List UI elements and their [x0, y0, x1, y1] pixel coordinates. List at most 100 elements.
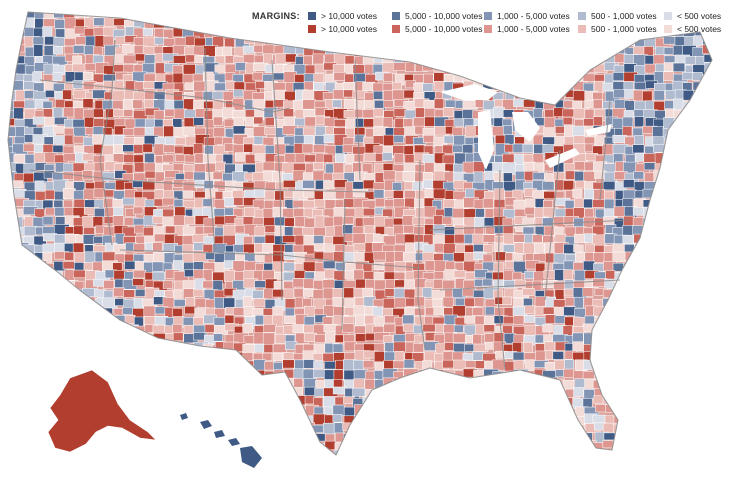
county: [62, 298, 75, 307]
county: [312, 162, 324, 170]
county: [594, 323, 606, 335]
county: [513, 46, 528, 55]
county: [684, 235, 700, 245]
county: [472, 395, 483, 405]
county: [715, 452, 724, 463]
county: [214, 397, 230, 409]
county: [8, 90, 16, 102]
county: [704, 190, 712, 202]
legend-label: 1,000 - 5,000 votes: [497, 24, 570, 34]
county: [292, 432, 306, 444]
county: [682, 161, 698, 173]
county: [713, 144, 726, 153]
county: [673, 109, 687, 121]
county: [672, 62, 686, 72]
county: [713, 63, 722, 75]
county: [644, 269, 660, 278]
county: [584, 108, 595, 120]
county: [714, 443, 726, 453]
county: [53, 125, 65, 134]
county: [514, 378, 528, 392]
county: [554, 404, 569, 416]
county: [224, 351, 236, 361]
county: [702, 172, 712, 183]
county: [664, 341, 676, 353]
county: [112, 440, 123, 454]
county: [223, 414, 236, 427]
county: [102, 360, 113, 372]
county: [174, 206, 186, 217]
county: [102, 307, 113, 318]
county: [694, 107, 707, 118]
county: [612, 251, 626, 262]
county: [694, 189, 707, 201]
county: [604, 359, 619, 371]
county: [715, 342, 726, 353]
county: [714, 182, 725, 190]
county: [392, 190, 404, 199]
county: [652, 216, 663, 226]
county: [664, 182, 680, 194]
county: [122, 368, 134, 378]
county: [432, 404, 448, 416]
county: [715, 207, 725, 219]
county: [233, 197, 244, 206]
county: [102, 433, 114, 442]
county: [714, 127, 724, 135]
county: [513, 388, 526, 400]
county: [202, 280, 215, 289]
county: [32, 323, 46, 332]
county: [342, 82, 355, 91]
county: [675, 127, 689, 137]
county: [204, 404, 220, 418]
county: [693, 325, 704, 337]
county: [102, 251, 116, 262]
county: [442, 389, 453, 399]
county: [333, 251, 344, 262]
county: [663, 324, 678, 334]
county: [232, 125, 246, 135]
county: [35, 278, 46, 290]
legend-label: < 500 votes: [677, 11, 722, 21]
state-boundaries: [7, 11, 713, 456]
county: [142, 28, 153, 36]
county: [332, 386, 347, 395]
county: [422, 323, 437, 333]
county: [314, 450, 329, 455]
county: [393, 153, 404, 164]
county: [13, 406, 25, 416]
county: [552, 397, 566, 406]
county: [172, 332, 184, 342]
county: [644, 287, 660, 300]
county: [663, 305, 678, 315]
county: [272, 244, 287, 253]
county: [613, 351, 627, 362]
county: [424, 396, 437, 407]
county: [284, 449, 300, 455]
county: [682, 82, 693, 91]
county: [652, 270, 665, 282]
county: [212, 353, 225, 365]
county: [23, 379, 35, 390]
county: [685, 179, 698, 192]
county: [713, 118, 724, 127]
county: [553, 414, 567, 426]
county: [92, 307, 104, 317]
county: [573, 433, 584, 442]
county: [473, 171, 484, 184]
county: [674, 136, 691, 148]
county: [223, 388, 233, 400]
county: [72, 450, 83, 455]
county: [673, 288, 689, 297]
county: [253, 332, 264, 345]
county: [704, 235, 712, 245]
county: [333, 207, 346, 218]
county: [262, 396, 277, 407]
county: [222, 46, 233, 57]
county: [23, 432, 35, 443]
county: [13, 44, 26, 53]
county: [264, 117, 275, 126]
county: [642, 431, 656, 442]
county: [274, 415, 286, 426]
